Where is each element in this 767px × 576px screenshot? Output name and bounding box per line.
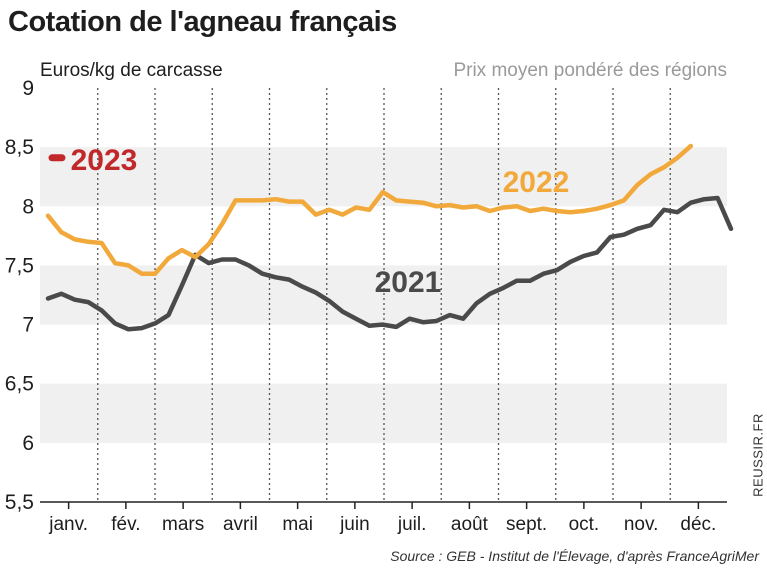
y-tick-label: 8 [22,195,34,218]
x-tick-label: juin [339,514,370,535]
x-tick-label: sept. [506,514,547,535]
x-tick-label: oct. [569,514,600,535]
x-tick-label: avril [223,514,258,535]
watermark: REUSSIR.FR [750,410,766,500]
x-tick-label: déc. [680,514,716,535]
series-label-2021: 2021 [375,266,442,299]
x-tick-label: fév. [111,514,140,535]
x-tick-label: juil. [397,514,427,535]
chart-subtitle: Prix moyen pondéré des régions [453,60,727,81]
y-tick-label: 6 [22,432,34,455]
x-axis: janv. fév. mars avril mai juin juil. août sept. o… [40,501,727,535]
y-tick-label: 7 [22,314,34,337]
x-tick-label: août [451,514,489,535]
x-tick-label: mars [162,514,204,535]
series-line-2021 [45,195,734,332]
series-lines [45,143,734,332]
series-labels: 2021 2022 2023 [71,144,570,299]
chart-title: Cotation de l'agneau français [8,6,397,38]
y-axis-label: Euros/kg de carcasse [40,60,223,81]
x-tick-label: mai [282,514,313,535]
band-5 [40,147,727,207]
y-axis: 5,5 6 6,5 7 7,5 8 8,5 9 [5,77,34,514]
y-tick-label: 9 [22,77,34,100]
y-tick-label: 7,5 [5,254,34,277]
x-tick-label: nov. [624,514,659,535]
series-label-2023: 2023 [71,144,138,177]
y-tick-label: 5,5 [5,491,34,514]
series-line-2022 [45,143,694,276]
y-tick-label: 8,5 [5,136,34,159]
series-label-2022: 2022 [503,166,570,199]
source-note: Source : GEB - Institut de l'Élevage, d'… [390,548,759,564]
watermark-text: REUSSIR.FR [750,413,766,497]
x-tick-label: janv. [48,514,88,535]
month-separators [97,88,671,502]
y-tick-label: 6,5 [5,373,34,396]
